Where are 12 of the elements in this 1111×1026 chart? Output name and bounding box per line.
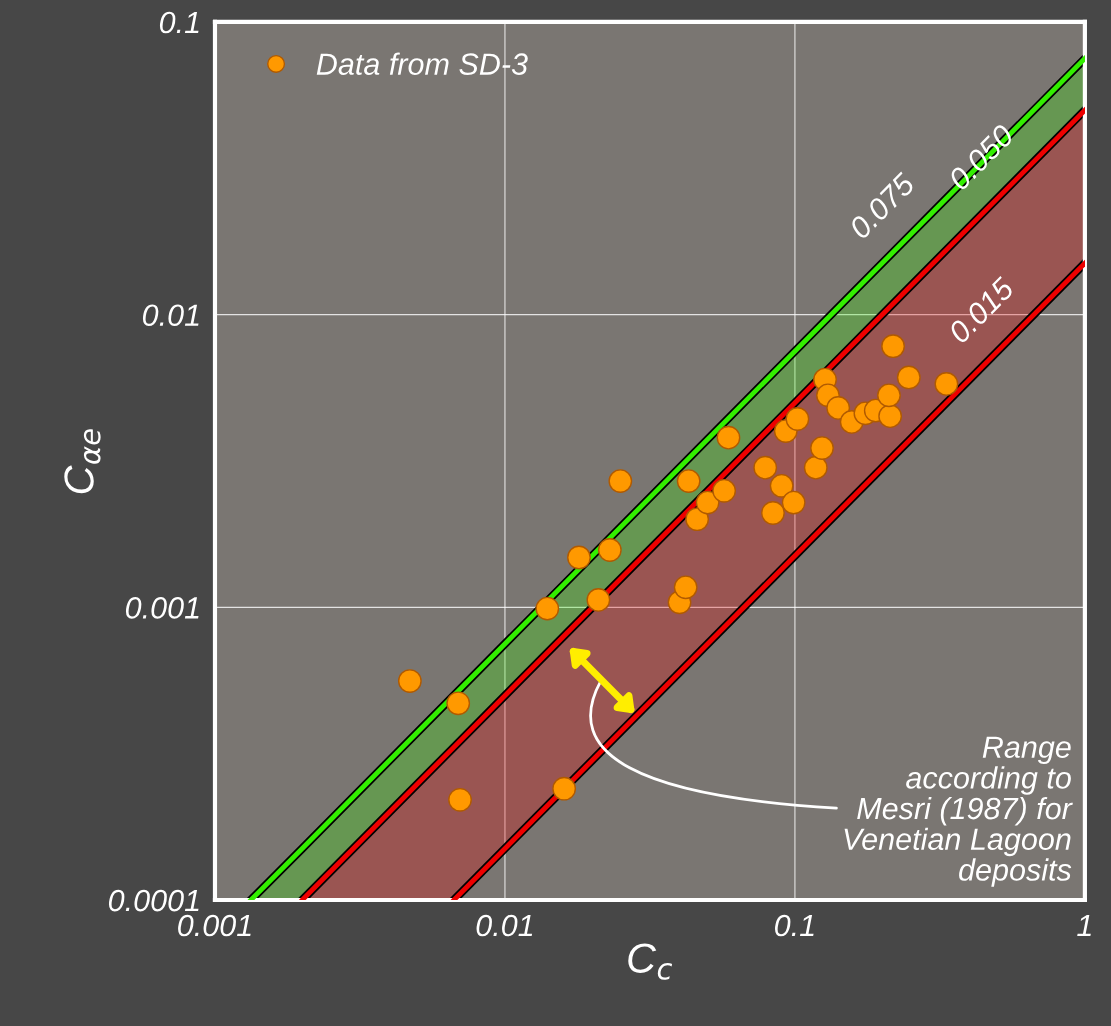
x-tick-label: 0.001 xyxy=(178,914,251,937)
x-tick-label: 0.1 xyxy=(775,914,814,937)
x-tick-label: 1 xyxy=(1077,915,1091,937)
y-tick-label: 0.0001 xyxy=(108,889,199,912)
y-axis-title: C$_{αe}$ xyxy=(64,429,101,494)
legend-label: Data from SD-3 xyxy=(316,52,528,75)
y-tick-label: 0.1 xyxy=(159,11,199,34)
x-axis-title: C$_{c}$ xyxy=(628,943,673,980)
x-tick-label: 0.01 xyxy=(476,914,533,937)
y-tick-label: 0.01 xyxy=(142,304,199,327)
annotation: Range according to Mesri (1987) for Venetian Lagoon deposits xyxy=(844,736,1073,887)
y-tick-label: 0.001 xyxy=(125,597,199,619)
